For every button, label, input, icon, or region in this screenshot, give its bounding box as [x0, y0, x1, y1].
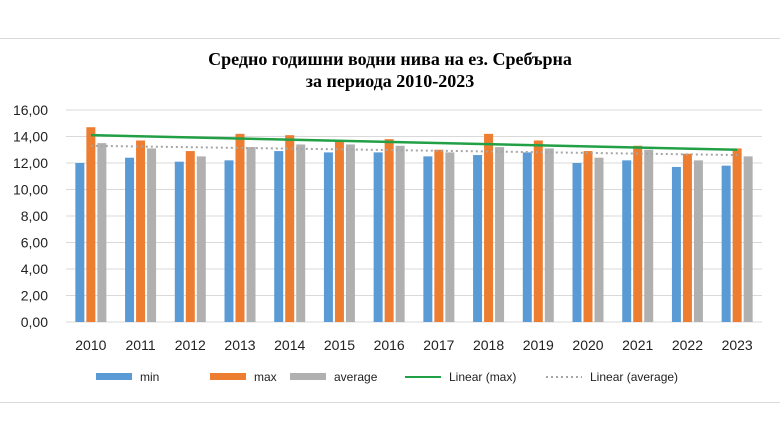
trendlines: [90, 133, 738, 157]
bar-min: [224, 160, 234, 322]
bar-average: [246, 147, 256, 322]
x-tick-label: 2016: [374, 337, 405, 353]
legend-swatch: [96, 373, 132, 380]
bar-max: [682, 153, 692, 322]
bar-min: [423, 156, 433, 322]
bar-max: [484, 133, 494, 322]
x-tick-label: 2015: [324, 337, 355, 353]
bar-min: [622, 160, 632, 322]
bar-average: [296, 144, 306, 322]
y-tick-label: 2,00: [21, 288, 48, 304]
bar-min: [572, 163, 582, 322]
bar-min: [721, 165, 731, 322]
bar-average: [395, 145, 405, 322]
bar-min: [75, 163, 85, 322]
chart-title: Средно годишни водни нива на ез. Сребърн…: [0, 48, 780, 92]
bar-max: [633, 145, 643, 322]
bar-min: [274, 151, 284, 322]
x-tick-label: 2020: [572, 337, 603, 353]
bar-min: [671, 166, 681, 322]
bar-average: [345, 144, 355, 322]
x-tick-label: 2022: [672, 337, 703, 353]
legend-swatch: [290, 373, 326, 380]
bar-max: [732, 148, 742, 322]
legend: min max average Linear (max) Linear (average…: [96, 370, 678, 384]
legend-label: max: [254, 370, 277, 384]
x-tick-label: 2013: [224, 337, 255, 353]
bar-max: [384, 139, 394, 322]
bar-average: [644, 149, 654, 322]
x-tick-label: 2014: [274, 337, 305, 353]
y-tick-label: 6,00: [21, 235, 48, 251]
chart-title-line1: Средно годишни водни нива на ез. Сребърн…: [208, 49, 572, 69]
x-tick-label: 2017: [423, 337, 454, 353]
chart-title-line2: за периода 2010-2023: [305, 71, 475, 91]
bar-max: [434, 149, 444, 322]
y-tick-label: 14,00: [13, 129, 48, 145]
y-tick-label: 12,00: [13, 155, 48, 171]
y-tick-label: 4,00: [21, 261, 48, 277]
x-tick-label: 2010: [75, 337, 106, 353]
x-tick-label: 2021: [622, 337, 653, 353]
x-tick-label: 2011: [126, 337, 156, 353]
bar-min: [125, 157, 135, 322]
y-tick-label: 0,00: [21, 314, 48, 330]
trendline: [90, 133, 738, 151]
bar-max: [533, 140, 543, 322]
legend-label: Linear (max): [449, 370, 516, 384]
bar-average: [495, 147, 505, 322]
y-tick-label: 10,00: [13, 182, 48, 198]
bar-max: [583, 151, 593, 322]
bar-average: [594, 157, 604, 322]
bar-average: [445, 152, 455, 322]
x-axis-ticks: 2010 2011 2012 2013 2014 2015 2016 2017 2018 2019…: [75, 337, 753, 353]
legend-label: Linear (average): [590, 370, 678, 384]
x-tick-label: 2012: [175, 337, 206, 353]
x-tick-label: 2019: [523, 337, 554, 353]
legend-label: min: [140, 370, 159, 384]
bar-min: [522, 152, 532, 322]
bar-average: [693, 160, 703, 322]
legend-swatch: [210, 373, 246, 380]
bar-min: [473, 155, 483, 322]
legend-label: average: [334, 370, 378, 384]
y-axis-ticks: 0,00 2,00 4,00 6,00 8,00 10,00 12,00 14,00 16,00: [13, 102, 48, 330]
bar-average: [147, 148, 157, 322]
x-tick-label: 2023: [722, 337, 753, 353]
bar-max: [285, 135, 295, 322]
y-tick-label: 16,00: [13, 102, 48, 118]
bar-max: [334, 140, 344, 322]
bar-min: [174, 161, 184, 322]
bar-max: [235, 133, 245, 322]
bar-max: [185, 151, 195, 322]
y-tick-label: 8,00: [21, 208, 48, 224]
bar-min: [323, 152, 333, 322]
bar-max: [86, 127, 96, 322]
x-tick-label: 2018: [473, 337, 504, 353]
bar-average: [544, 148, 554, 322]
bar-average: [743, 156, 753, 322]
bars: [75, 127, 753, 322]
bar-average: [97, 143, 107, 322]
bar-max: [136, 140, 146, 322]
bar-min: [373, 152, 383, 322]
bar-average: [196, 156, 206, 322]
